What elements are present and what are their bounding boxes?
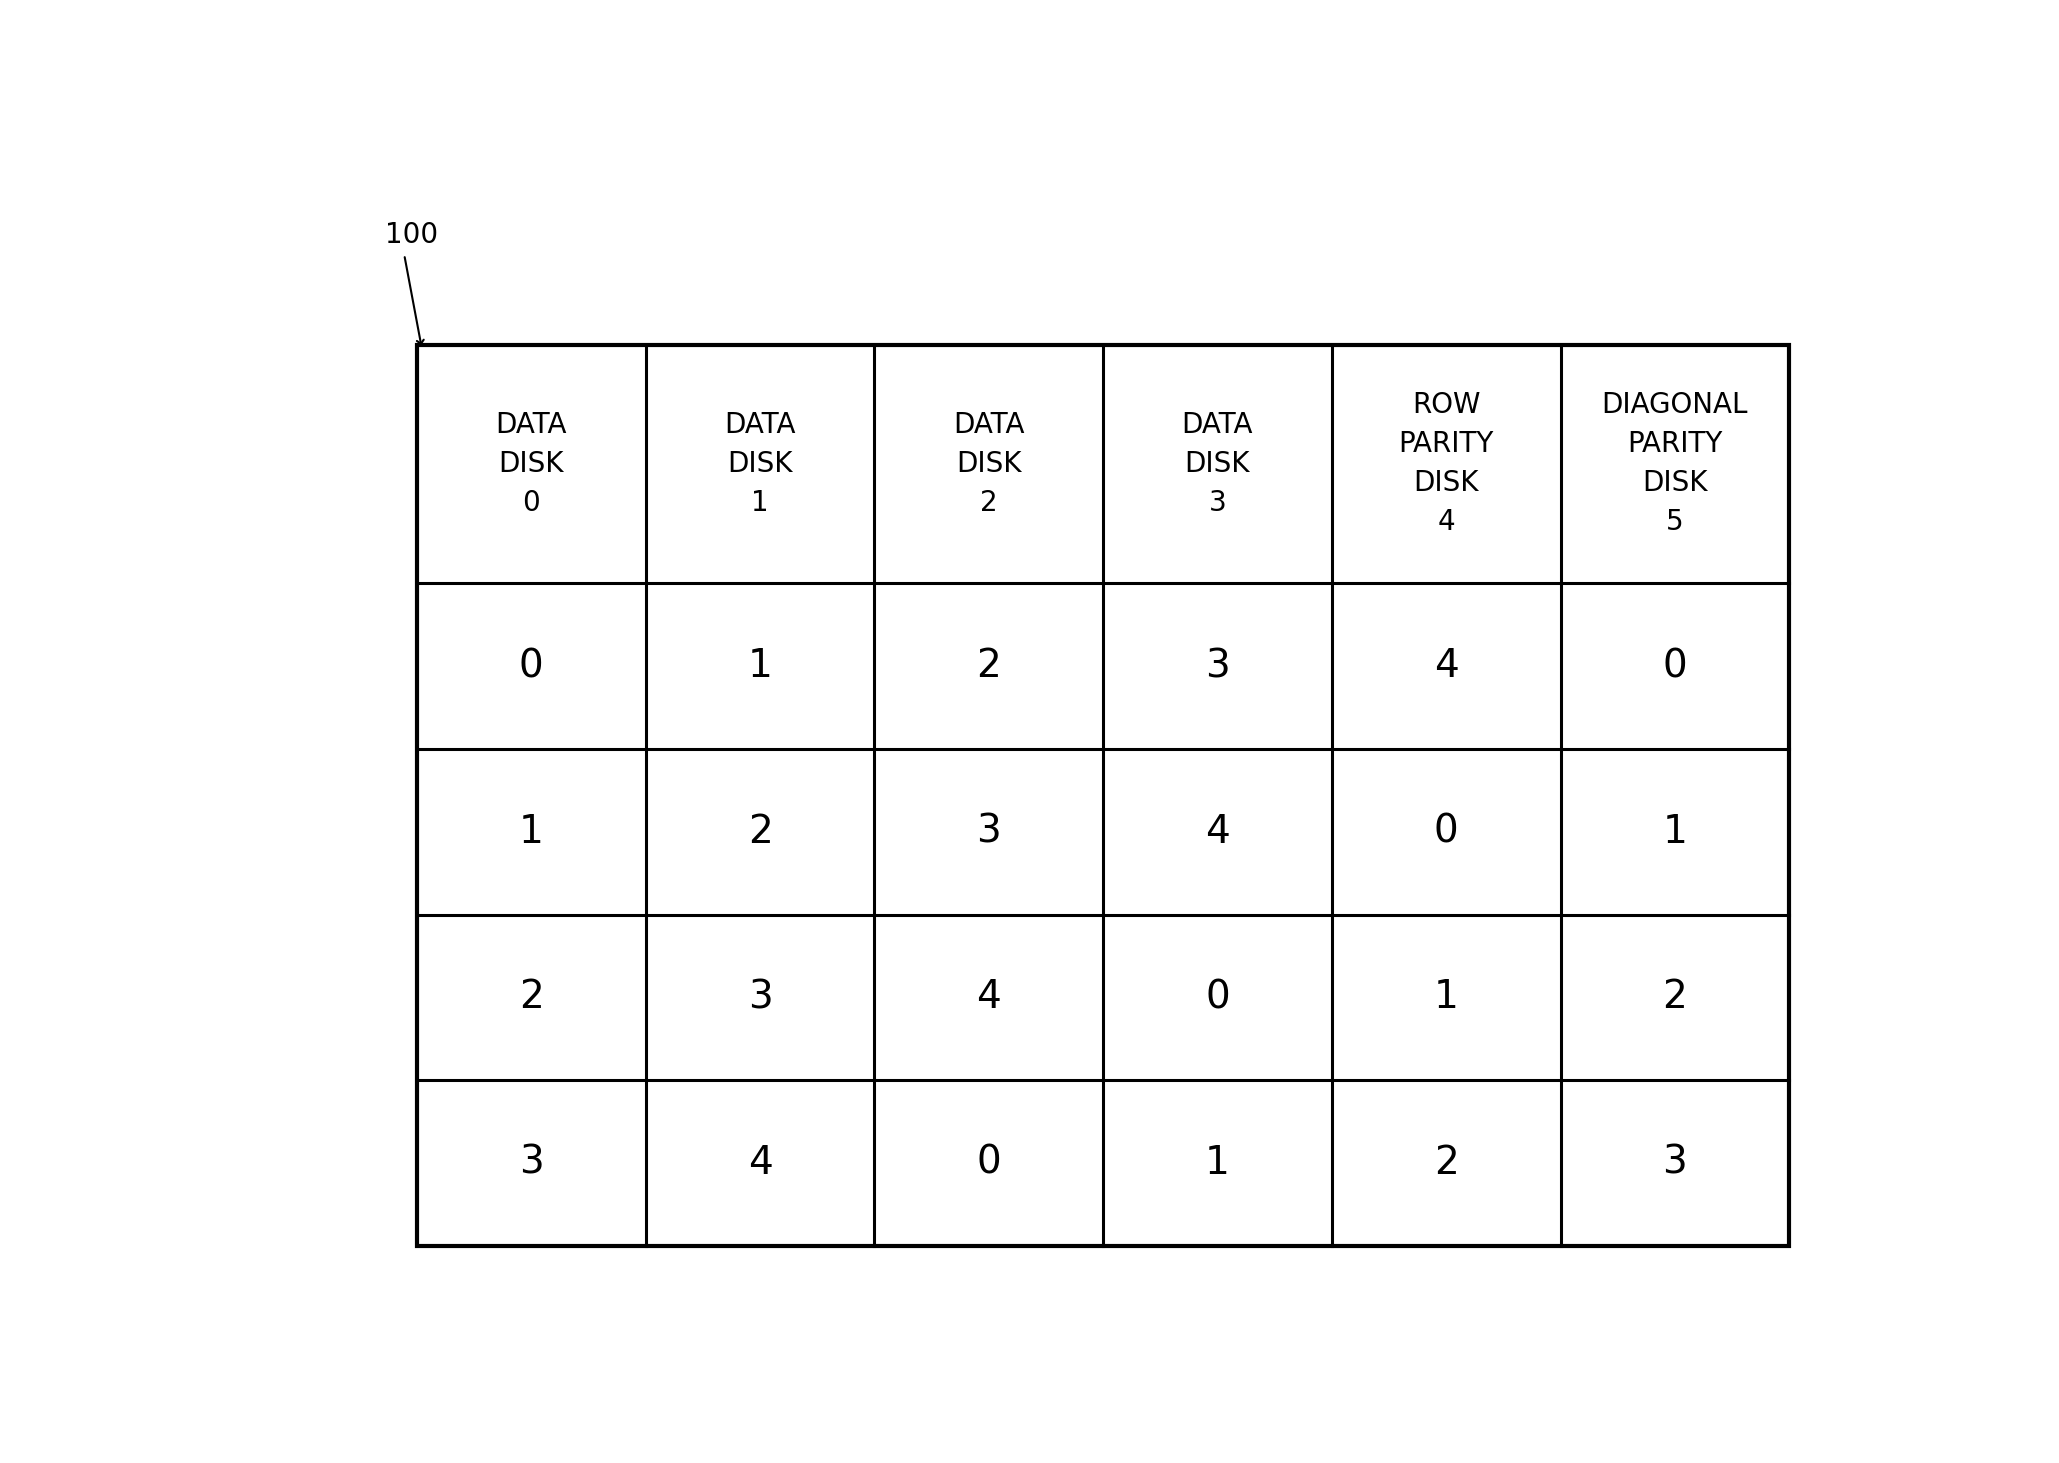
Text: 2: 2 xyxy=(1433,1144,1458,1182)
Text: 0: 0 xyxy=(519,647,544,685)
Text: 2: 2 xyxy=(1662,979,1686,1017)
Text: 0: 0 xyxy=(1662,647,1686,685)
Text: 4: 4 xyxy=(976,979,1001,1017)
Text: 2: 2 xyxy=(976,647,1001,685)
Text: 1: 1 xyxy=(747,647,772,685)
Text: 3: 3 xyxy=(1662,1144,1686,1182)
Text: 1: 1 xyxy=(1662,813,1686,851)
Text: DIAGONAL
PARITY
DISK
5: DIAGONAL PARITY DISK 5 xyxy=(1602,392,1748,537)
Text: 2: 2 xyxy=(519,979,544,1017)
Text: DATA
DISK
2: DATA DISK 2 xyxy=(953,411,1025,516)
Text: DATA
DISK
0: DATA DISK 0 xyxy=(496,411,566,516)
Text: ROW
PARITY
DISK
4: ROW PARITY DISK 4 xyxy=(1398,392,1495,537)
Text: 1: 1 xyxy=(1205,1144,1229,1182)
Text: 4: 4 xyxy=(1433,647,1458,685)
Text: 3: 3 xyxy=(519,1144,544,1182)
Text: 100: 100 xyxy=(385,221,439,249)
Text: 0: 0 xyxy=(1433,813,1458,851)
Text: 1: 1 xyxy=(519,813,544,851)
Text: DATA
DISK
1: DATA DISK 1 xyxy=(725,411,795,516)
Text: 4: 4 xyxy=(1205,813,1229,851)
Text: 3: 3 xyxy=(1205,647,1229,685)
Text: 1: 1 xyxy=(1433,979,1458,1017)
Text: 4: 4 xyxy=(747,1144,772,1182)
Text: 0: 0 xyxy=(1205,979,1229,1017)
Bar xyxy=(416,345,1789,1246)
Text: 3: 3 xyxy=(747,979,772,1017)
Text: 3: 3 xyxy=(976,813,1001,851)
Text: 0: 0 xyxy=(976,1144,1001,1182)
Text: DATA
DISK
3: DATA DISK 3 xyxy=(1182,411,1254,516)
Text: 2: 2 xyxy=(747,813,772,851)
